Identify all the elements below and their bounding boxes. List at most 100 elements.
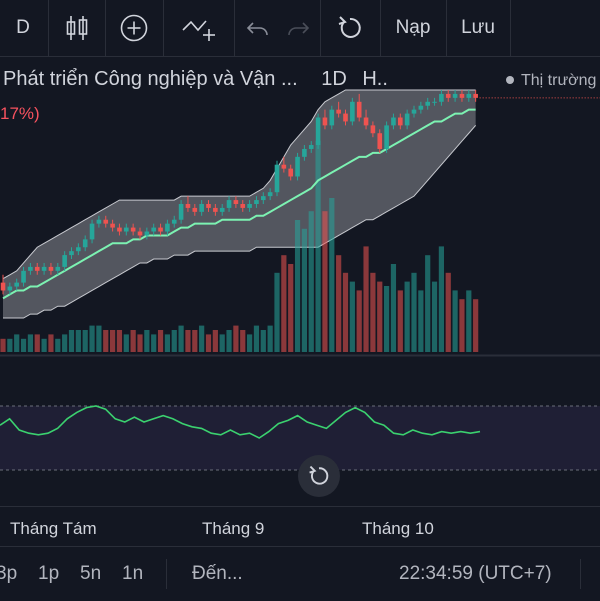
volume-bar xyxy=(27,334,33,352)
candle-body xyxy=(439,93,444,102)
candle-body xyxy=(452,93,458,98)
candle-body xyxy=(89,223,95,240)
volume-bar xyxy=(20,338,27,352)
volume-bar xyxy=(192,330,198,352)
volume-bar xyxy=(288,264,294,352)
range-button[interactable]: 1n xyxy=(122,563,144,584)
volume-bar xyxy=(110,330,116,352)
volume-bar xyxy=(418,290,424,352)
candle-body xyxy=(0,282,6,291)
volume-bar xyxy=(34,334,40,352)
candle-body xyxy=(137,231,143,236)
candle-body xyxy=(295,156,300,177)
reload-icon xyxy=(338,16,361,38)
candle-body xyxy=(130,227,136,232)
candle-body xyxy=(336,109,341,114)
volume-bar xyxy=(75,330,81,352)
candle-body xyxy=(473,93,478,98)
market-status-label: Thị trường xyxy=(521,72,597,89)
chart-canvas[interactable] xyxy=(0,56,600,506)
indicators-button[interactable] xyxy=(164,0,234,56)
volume-bar xyxy=(384,286,390,352)
range-button[interactable]: 5n xyxy=(80,563,102,584)
volume-bar xyxy=(123,334,129,352)
volume-bar xyxy=(0,338,6,352)
volume-bar xyxy=(349,281,355,352)
candle-body xyxy=(124,227,129,232)
reset-icon xyxy=(309,465,329,485)
candle-body xyxy=(158,227,163,232)
candle-body xyxy=(117,227,122,232)
candle-body xyxy=(302,148,307,157)
undo-button[interactable] xyxy=(238,0,278,56)
load-button[interactable]: Nạp xyxy=(381,0,445,56)
candle-body xyxy=(151,227,156,232)
volume-bar xyxy=(62,334,68,352)
volume-bar xyxy=(41,338,47,352)
reset-chart-button[interactable] xyxy=(298,455,340,497)
candle-body xyxy=(363,117,369,126)
volume-bar xyxy=(466,290,472,352)
chart-type-button[interactable] xyxy=(49,0,105,56)
clock-timezone[interactable]: 22:34:59 (UTC+7) xyxy=(399,563,552,584)
candle-body xyxy=(62,255,67,267)
candle-body xyxy=(82,239,88,248)
redo-button[interactable] xyxy=(278,0,318,56)
candle-body xyxy=(21,270,26,283)
volume-bar xyxy=(404,281,410,352)
volume-bar xyxy=(185,330,191,352)
candle-body xyxy=(240,204,246,208)
candle-body xyxy=(322,117,328,126)
volume-bar xyxy=(260,330,266,352)
candle-body xyxy=(315,117,321,146)
compare-add-button[interactable] xyxy=(106,0,162,56)
reload-button[interactable] xyxy=(321,0,379,56)
candle-body xyxy=(226,200,232,208)
candle-body xyxy=(34,266,40,271)
candle-body xyxy=(247,204,252,208)
volume-bar xyxy=(116,330,123,352)
volume-bar xyxy=(274,272,280,352)
candle-body xyxy=(398,117,403,126)
candle-body xyxy=(281,164,287,169)
save-button[interactable]: Lưu xyxy=(447,0,509,56)
price-change: 17%) xyxy=(0,104,40,123)
symbol-title: Phát triển Công nghiệp và Vận ... xyxy=(3,68,298,90)
volume-bar xyxy=(315,140,321,352)
volume-bar xyxy=(68,330,75,352)
volume-bar xyxy=(164,334,170,352)
bollinger-upper-line xyxy=(2,89,476,280)
chart-area[interactable] xyxy=(0,56,600,506)
market-status-dot-icon xyxy=(506,75,514,84)
interval-button[interactable]: D xyxy=(0,0,46,56)
save-label: Lưu xyxy=(461,17,495,38)
candle-body xyxy=(213,207,218,212)
candle-body xyxy=(192,207,198,212)
volume-bar xyxy=(342,272,349,352)
volume-bar xyxy=(308,211,314,352)
candle-body xyxy=(466,93,472,98)
go-to-date-button[interactable]: Đến... xyxy=(192,563,243,584)
undo-icon xyxy=(246,22,268,36)
volume-bar xyxy=(137,334,143,352)
add-circle-icon xyxy=(120,14,148,42)
candle-body xyxy=(185,204,191,208)
candle-body xyxy=(308,145,314,149)
interval-label: D xyxy=(16,17,30,38)
symbol-legend[interactable]: Phát triển Công nghiệp và Vận ... 1D H.. xyxy=(3,68,388,91)
candle-body xyxy=(76,247,81,252)
candle-body xyxy=(356,101,362,118)
candle-body xyxy=(432,101,437,103)
candle-body xyxy=(411,109,417,114)
range-button[interactable]: 1p xyxy=(38,563,60,584)
candle-body xyxy=(28,266,33,271)
indicator-add-icon xyxy=(182,20,215,41)
range-button[interactable]: 3p xyxy=(0,563,18,584)
volume-bar xyxy=(178,325,184,352)
volume-bar xyxy=(301,228,307,352)
volume-bar xyxy=(459,299,465,352)
volume-bar xyxy=(219,334,225,352)
time-axis[interactable]: Tháng Tám Tháng 9 Tháng 10 xyxy=(0,506,600,547)
market-status[interactable]: Thị trường xyxy=(506,72,596,90)
volume-bar xyxy=(411,272,417,352)
